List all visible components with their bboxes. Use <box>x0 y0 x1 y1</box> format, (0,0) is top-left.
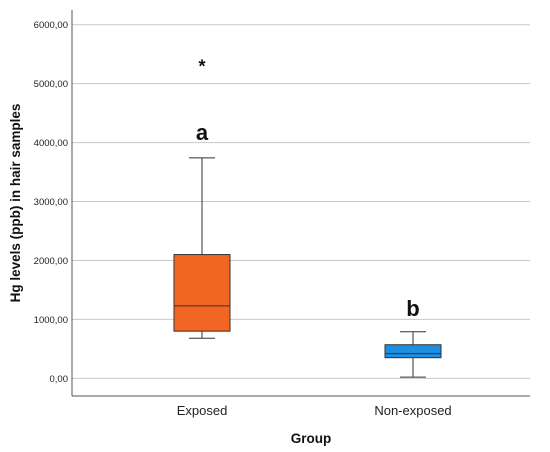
y-tick-label: 6000,00 <box>34 20 68 31</box>
box-group-non-exposed: b <box>384 296 442 378</box>
significance-letter: a <box>196 120 209 145</box>
y-axis-title: Hg levels (ppb) in hair samples <box>8 104 23 303</box>
iqr-box <box>384 344 442 359</box>
y-tick-label: 5000,00 <box>34 79 68 90</box>
iqr-box <box>173 254 231 332</box>
x-category-label: Non-exposed <box>374 403 451 418</box>
significance-letter: b <box>406 296 419 321</box>
x-category-label: Exposed <box>177 403 228 418</box>
boxes: *ab <box>173 56 442 378</box>
y-axis-ticks: 0,00 1000,00 2000,00 3000,00 4000,00 5000,00 6… <box>34 20 68 385</box>
x-axis-categories: Exposed Non-exposed <box>177 403 452 418</box>
x-axis-title: Group <box>291 431 332 446</box>
y-tick-label: 0,00 <box>50 374 69 385</box>
y-tick-label: 1000,00 <box>34 315 68 326</box>
outlier-marker: * <box>198 56 205 76</box>
y-tick-label: 3000,00 <box>34 197 68 208</box>
gridlines <box>72 24 530 379</box>
y-tick-label: 4000,00 <box>34 138 68 149</box>
box-group-exposed: *a <box>173 56 231 339</box>
y-tick-label: 2000,00 <box>34 256 68 267</box>
